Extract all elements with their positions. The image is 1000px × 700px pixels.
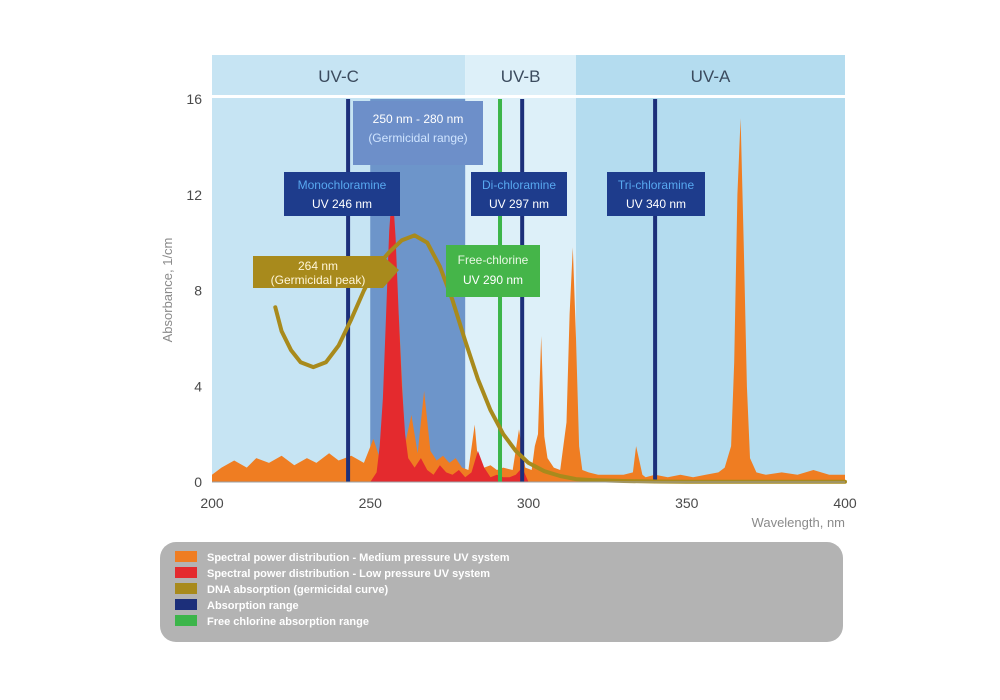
legend-swatch xyxy=(175,567,197,578)
x-tick-label: 200 xyxy=(200,495,224,511)
germicidal-peak-line2: (Germicidal peak) xyxy=(271,273,366,287)
band-label-uv-c: UV-C xyxy=(318,67,359,86)
label-monochloramine-line2: UV 246 nm xyxy=(312,197,372,211)
label-free-chlorine-line2: UV 290 nm xyxy=(463,273,523,287)
legend-swatch xyxy=(175,599,197,610)
legend-swatch xyxy=(175,583,197,594)
y-tick-label: 12 xyxy=(186,187,202,203)
label-di-chloramine-line1: Di-chloramine xyxy=(482,178,556,192)
germicidal-range-label-box xyxy=(353,101,483,165)
legend-item-label: Free chlorine absorption range xyxy=(207,616,369,628)
label-free-chlorine-line1: Free-chlorine xyxy=(458,253,529,267)
germicidal-peak-pointer xyxy=(383,256,399,288)
legend: Spectral power distribution - Medium pre… xyxy=(160,542,843,642)
label-di-chloramine-line2: UV 297 nm xyxy=(489,197,549,211)
low-pressure-area xyxy=(370,187,529,482)
legend-panel xyxy=(160,542,843,642)
x-tick-label: 250 xyxy=(359,495,383,511)
germicidal-peak-box xyxy=(253,256,383,288)
legend-item-label: DNA absorption (germicidal curve) xyxy=(207,584,388,596)
label-box-monochloramine xyxy=(284,172,400,216)
band-label-uv-a: UV-A xyxy=(691,67,731,86)
label-box-di-chloramine xyxy=(471,172,567,216)
band-uv-a xyxy=(575,55,845,482)
x-tick-label: 350 xyxy=(675,495,699,511)
y-axis-title: Absorbance, 1/cm xyxy=(160,238,175,343)
label-tri-chloramine-line1: Tri-chloramine xyxy=(618,178,695,192)
y-tick-label: 8 xyxy=(194,283,202,299)
label-monochloramine-line1: Monochloramine xyxy=(298,178,387,192)
legend-item-label: Absorption range xyxy=(207,600,299,612)
x-tick-label: 300 xyxy=(517,495,541,511)
x-axis-title: Wavelength, nm xyxy=(752,515,845,530)
label-box-tri-chloramine xyxy=(607,172,705,216)
germicidal-range-line2: (Germicidal range) xyxy=(368,131,467,145)
x-tick-label: 400 xyxy=(833,495,857,511)
legend-swatch xyxy=(175,615,197,626)
germicidal-peak-line1: 264 nm xyxy=(298,259,338,273)
y-tick-label: 16 xyxy=(186,91,202,107)
legend-item-label: Spectral power distribution - Low pressu… xyxy=(207,568,490,580)
axes: 200 250 300 350 400 0 4 8 12 16 Wavelength, nm Abso… xyxy=(160,91,857,530)
label-box-free-chlorine xyxy=(446,245,540,297)
germicidal-range-line1: 250 nm - 280 nm xyxy=(373,112,464,126)
y-tick-label: 0 xyxy=(194,474,202,490)
low-pressure-series xyxy=(370,187,529,482)
legend-swatch xyxy=(175,551,197,562)
label-tri-chloramine-line2: UV 340 nm xyxy=(626,197,686,211)
annotation-boxes: Monochloramine UV 246 nm Di-chloramine UV 2… xyxy=(253,172,705,297)
band-label-uv-b: UV-B xyxy=(501,67,541,86)
y-tick-label: 4 xyxy=(194,378,202,394)
legend-item-label: Spectral power distribution - Medium pre… xyxy=(207,552,510,564)
